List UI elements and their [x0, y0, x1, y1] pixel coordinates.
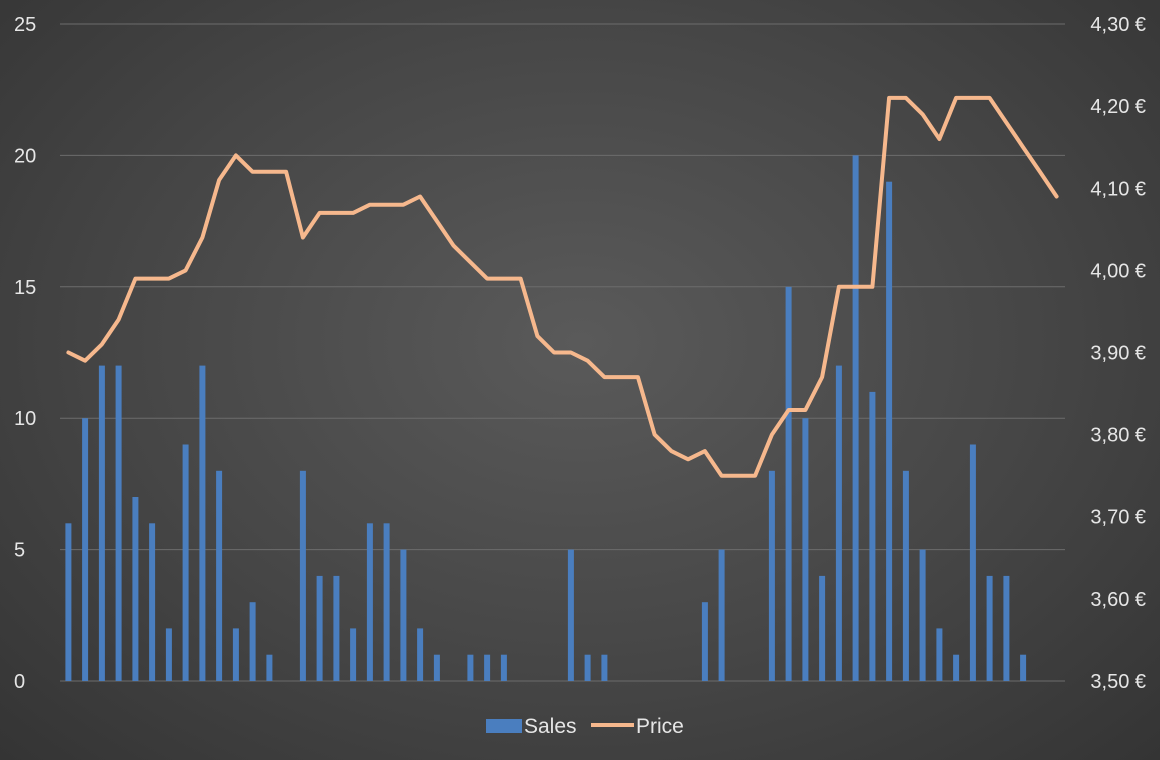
sales-bar [316, 575, 323, 681]
sales-bar [718, 549, 725, 681]
price-line-group [66, 95, 1059, 478]
left-tick-label: 25 [14, 14, 36, 36]
sales-bar [333, 575, 340, 681]
right-y-axis: 3,50 € 3,60 € 3,70 € 3,80 € 3,90 € 4,00 € 4,10… [1090, 14, 1146, 693]
sales-bar [400, 549, 407, 681]
left-tick-label: 0 [14, 671, 25, 693]
sales-bar [902, 470, 909, 681]
left-tick-label: 15 [14, 277, 36, 299]
sales-bar [98, 365, 105, 681]
sales-bar [115, 365, 122, 681]
sales-bar [182, 444, 189, 681]
right-tick-label: 3,80 € [1090, 425, 1146, 447]
right-tick-label: 3,90 € [1090, 343, 1146, 365]
sales-bar [216, 470, 223, 681]
left-tick-label: 5 [14, 540, 25, 562]
sales-bars [65, 155, 1027, 681]
sales-bar [886, 181, 893, 681]
sales-bar [82, 418, 89, 681]
sales-bar [366, 523, 373, 681]
sales-bar [953, 654, 960, 681]
sales-bar [802, 418, 809, 681]
sales-bar [65, 523, 72, 681]
gridlines [60, 23, 1065, 682]
sales-bar [785, 286, 792, 681]
sales-bar [986, 575, 993, 681]
right-tick-label: 3,60 € [1090, 589, 1146, 611]
right-tick-label: 4,30 € [1090, 14, 1146, 36]
sales-bar [567, 549, 574, 681]
sales-bar [249, 602, 256, 681]
sales-bar [350, 628, 357, 681]
sales-bar [852, 155, 859, 681]
right-tick-label: 4,20 € [1090, 96, 1146, 118]
sales-bar [969, 444, 976, 681]
left-tick-label: 20 [14, 145, 36, 167]
sales-bar [584, 654, 591, 681]
legend-swatch-sales [486, 719, 522, 733]
price-line [66, 95, 1059, 478]
sales-bar [835, 365, 842, 681]
legend-label-sales: Sales [524, 715, 577, 738]
right-tick-label: 4,10 € [1090, 178, 1146, 200]
sales-bar [701, 602, 708, 681]
sales-bar [467, 654, 474, 681]
sales-bar [417, 628, 424, 681]
sales-bar [1003, 575, 1010, 681]
sales-bar [149, 523, 156, 681]
sales-bar [299, 470, 306, 681]
right-tick-label: 3,50 € [1090, 671, 1146, 693]
right-tick-label: 3,70 € [1090, 507, 1146, 529]
sales-bar [919, 549, 926, 681]
left-tick-label: 10 [14, 408, 36, 430]
sales-bar [266, 654, 273, 681]
sales-bar [768, 470, 775, 681]
sales-bar [433, 654, 440, 681]
sales-bar [1020, 654, 1027, 681]
sales-bar [232, 628, 239, 681]
sales-bar [484, 654, 491, 681]
sales-bar [601, 654, 608, 681]
left-y-axis: 0 5 10 15 20 25 [14, 14, 36, 693]
sales-bar [869, 391, 876, 681]
sales-bar [199, 365, 206, 681]
legend-label-price: Price [636, 715, 684, 738]
sales-bar [383, 523, 390, 681]
right-tick-label: 4,00 € [1090, 260, 1146, 282]
sales-bar [819, 575, 826, 681]
legend: Sales Price [486, 715, 684, 738]
sales-bar [500, 654, 507, 681]
sales-bar [936, 628, 943, 681]
sales-bar [165, 628, 172, 681]
sales-bar [132, 497, 139, 681]
